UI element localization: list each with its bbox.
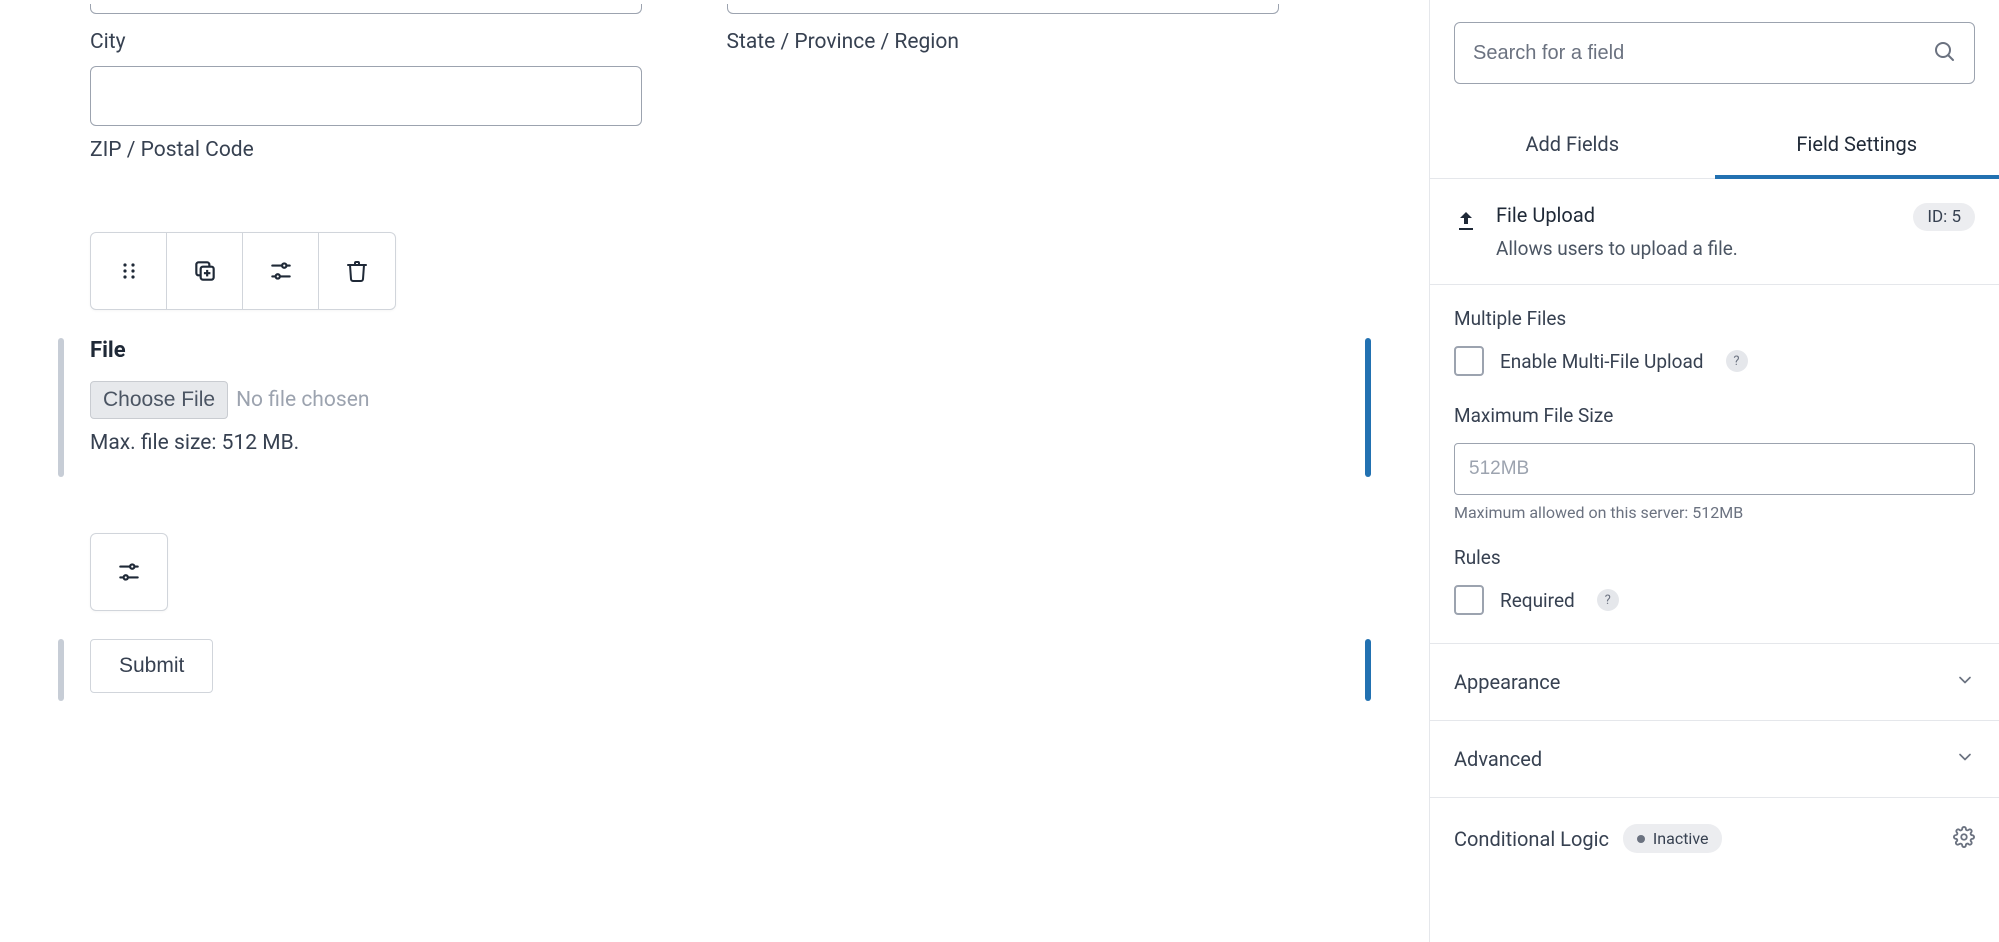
field-left-marker — [58, 639, 64, 701]
submit-settings-toolbar — [90, 533, 168, 611]
multi-file-checkbox-row: Enable Multi-File Upload ? — [1454, 346, 1975, 376]
field-settings-header: File Upload Allows users to upload a fil… — [1430, 179, 1999, 285]
sidebar-tabs: Add Fields Field Settings — [1430, 112, 1999, 179]
upload-icon — [1454, 203, 1478, 237]
file-field-block[interactable]: File Choose File No file chosen Max. fil… — [90, 338, 1339, 477]
chevron-down-icon — [1955, 747, 1975, 771]
search-box — [1454, 22, 1975, 84]
city-input[interactable] — [90, 4, 642, 14]
choose-file-button[interactable]: Choose File — [90, 381, 228, 419]
settings-icon[interactable] — [91, 534, 167, 610]
search-icon[interactable] — [1932, 39, 1956, 67]
no-file-label: No file chosen — [236, 388, 369, 412]
city-label: City — [90, 30, 703, 54]
max-file-size-helper: Maximum allowed on this server: 512MB — [1454, 503, 1975, 522]
status-badge: Inactive — [1623, 824, 1723, 853]
search-input[interactable] — [1473, 42, 1932, 65]
city-state-row: City State / Province / Region — [90, 0, 1339, 66]
field-toolbar — [90, 232, 396, 310]
state-input[interactable] — [727, 4, 1279, 14]
max-size-text: Max. file size: 512 MB. — [90, 431, 1339, 455]
submit-block[interactable]: Submit — [90, 639, 1339, 701]
conditional-logic-label: Conditional Logic — [1454, 827, 1609, 851]
settings-icon[interactable] — [243, 233, 319, 309]
help-icon[interactable]: ? — [1597, 589, 1619, 611]
multi-file-checkbox-label: Enable Multi-File Upload — [1500, 350, 1704, 373]
gear-icon[interactable] — [1953, 826, 1975, 852]
zip-label: ZIP / Postal Code — [90, 138, 703, 162]
trash-icon[interactable] — [319, 233, 395, 309]
field-right-marker — [1365, 338, 1371, 477]
conditional-logic-row[interactable]: Conditional Logic Inactive — [1430, 798, 1999, 879]
zip-row: ZIP / Postal Code — [90, 66, 1339, 174]
settings-body: Multiple Files Enable Multi-File Upload … — [1430, 285, 1999, 644]
file-field-title: File — [90, 338, 1339, 363]
field-right-marker — [1365, 639, 1371, 701]
max-file-size-input[interactable] — [1454, 443, 1975, 495]
field-type-title: File Upload — [1496, 203, 1895, 227]
multiple-files-label: Multiple Files — [1454, 307, 1975, 330]
duplicate-icon[interactable] — [167, 233, 243, 309]
state-label: State / Province / Region — [727, 30, 1340, 54]
drag-handle-icon[interactable] — [91, 233, 167, 309]
submit-button[interactable]: Submit — [90, 639, 213, 693]
accordion-appearance[interactable]: Appearance — [1430, 644, 1999, 721]
accordion-advanced[interactable]: Advanced — [1430, 721, 1999, 798]
form-canvas: City State / Province / Region ZIP / Pos… — [0, 0, 1429, 942]
required-checkbox-label: Required — [1500, 589, 1575, 612]
max-file-size-label: Maximum File Size — [1454, 404, 1975, 427]
tab-add-fields[interactable]: Add Fields — [1430, 112, 1715, 178]
required-checkbox[interactable] — [1454, 585, 1484, 615]
field-id-badge: ID: 5 — [1913, 203, 1975, 231]
help-icon[interactable]: ? — [1726, 350, 1748, 372]
chevron-down-icon — [1955, 670, 1975, 694]
zip-input[interactable] — [90, 66, 642, 126]
rules-label: Rules — [1454, 546, 1975, 569]
field-left-marker — [58, 338, 64, 477]
file-input-row: Choose File No file chosen — [90, 381, 1339, 419]
settings-sidebar: Add Fields Field Settings File Upload Al… — [1429, 0, 1999, 942]
status-dot-icon — [1637, 835, 1645, 843]
accordion-appearance-label: Appearance — [1454, 670, 1560, 694]
status-text: Inactive — [1653, 829, 1709, 848]
accordion-advanced-label: Advanced — [1454, 747, 1542, 771]
field-type-desc: Allows users to upload a file. — [1496, 237, 1895, 260]
multi-file-checkbox[interactable] — [1454, 346, 1484, 376]
required-checkbox-row: Required ? — [1454, 585, 1975, 615]
tab-field-settings[interactable]: Field Settings — [1715, 112, 1999, 178]
